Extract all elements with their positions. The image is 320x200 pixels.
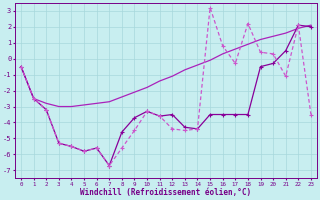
X-axis label: Windchill (Refroidissement éolien,°C): Windchill (Refroidissement éolien,°C) <box>80 188 252 197</box>
